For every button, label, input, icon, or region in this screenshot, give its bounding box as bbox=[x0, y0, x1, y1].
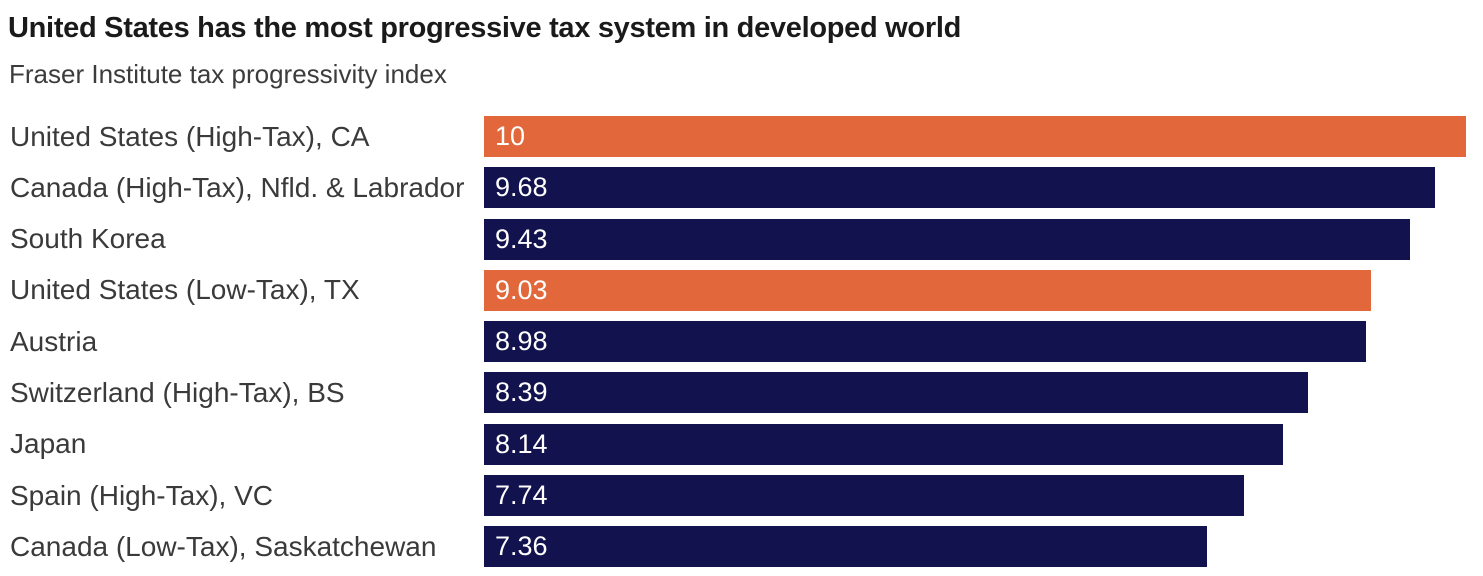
chart-row: United States (High-Tax), CA 10 bbox=[0, 116, 1483, 157]
bar-value-label: 7.74 bbox=[495, 480, 548, 511]
bar: 8.14 bbox=[484, 423, 1284, 465]
chart-row: South Korea 9.43 bbox=[0, 218, 1483, 260]
bar: 9.43 bbox=[484, 218, 1411, 260]
bar: 8.39 bbox=[484, 372, 1308, 414]
bar-value-label: 8.98 bbox=[495, 326, 548, 357]
bar-category-label: South Korea bbox=[10, 223, 166, 255]
chart-row: Austria 8.98 bbox=[0, 321, 1483, 363]
bar-highlighted: 10 bbox=[484, 116, 1466, 157]
bar-category-label: United States (Low-Tax), TX bbox=[10, 274, 360, 306]
bar-chart: United States (High-Tax), CA 10 Canada (Hi… bbox=[0, 116, 1483, 576]
bar-value-label: 8.39 bbox=[495, 377, 548, 408]
chart-row: United States (Low-Tax), TX 9.03 bbox=[0, 269, 1483, 311]
bar-category-label: Canada (Low-Tax), Saskatchewan bbox=[10, 530, 437, 562]
bar-value-label: 9.43 bbox=[495, 223, 548, 254]
bar: 9.68 bbox=[484, 167, 1435, 209]
bar: 8.98 bbox=[484, 321, 1366, 363]
bar: 7.36 bbox=[484, 526, 1207, 568]
bar-category-label: Spain (High-Tax), VC bbox=[10, 479, 273, 511]
chart-row: Spain (High-Tax), VC 7.74 bbox=[0, 475, 1483, 517]
chart-row: Canada (Low-Tax), Saskatchewan 7.36 bbox=[0, 526, 1483, 568]
chart-title: United States has the most progressive t… bbox=[8, 12, 961, 44]
chart-row: Canada (High-Tax), Nfld. & Labrador 9.68 bbox=[0, 167, 1483, 209]
bar-highlighted: 9.03 bbox=[484, 269, 1371, 311]
chart-row: Japan 8.14 bbox=[0, 423, 1483, 465]
bar: 7.74 bbox=[484, 475, 1245, 517]
bar-value-label: 7.36 bbox=[495, 531, 548, 562]
bar-value-label: 8.14 bbox=[495, 428, 548, 459]
bar-category-label: Canada (High-Tax), Nfld. & Labrador bbox=[10, 171, 465, 203]
bar-category-label: United States (High-Tax), CA bbox=[10, 120, 370, 152]
chart-subtitle: Fraser Institute tax progressivity index bbox=[9, 59, 447, 89]
bar-category-label: Switzerland (High-Tax), BS bbox=[10, 376, 345, 408]
bar-category-label: Austria bbox=[10, 325, 98, 357]
bar-value-label: 9.68 bbox=[495, 172, 548, 203]
bar-value-label: 9.03 bbox=[495, 274, 548, 305]
bar-category-label: Japan bbox=[10, 428, 87, 460]
bar-value-label: 10 bbox=[495, 121, 526, 151]
chart-row: Switzerland (High-Tax), BS 8.39 bbox=[0, 372, 1483, 414]
